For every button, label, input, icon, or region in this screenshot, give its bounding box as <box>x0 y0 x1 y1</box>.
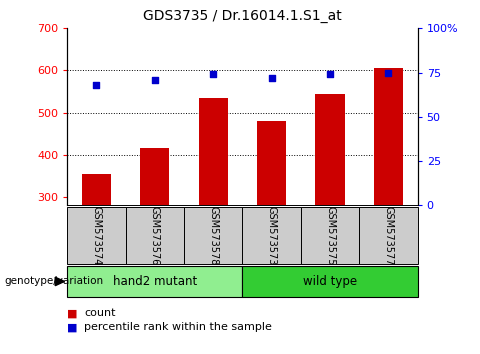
Bar <box>82 174 111 205</box>
Text: ■: ■ <box>67 308 78 318</box>
Text: count: count <box>84 308 116 318</box>
Text: wild type: wild type <box>303 275 357 288</box>
Bar <box>140 148 169 205</box>
Bar <box>315 94 345 205</box>
Point <box>268 75 276 81</box>
FancyBboxPatch shape <box>184 206 242 264</box>
Point <box>93 82 100 88</box>
FancyBboxPatch shape <box>242 266 418 297</box>
Text: GSM573577: GSM573577 <box>384 206 394 265</box>
Text: GSM573575: GSM573575 <box>325 206 335 265</box>
FancyBboxPatch shape <box>242 206 301 264</box>
Text: percentile rank within the sample: percentile rank within the sample <box>84 322 272 332</box>
FancyBboxPatch shape <box>301 206 359 264</box>
FancyBboxPatch shape <box>126 206 184 264</box>
FancyBboxPatch shape <box>67 206 126 264</box>
Title: GDS3735 / Dr.16014.1.S1_at: GDS3735 / Dr.16014.1.S1_at <box>143 9 342 23</box>
Text: genotype/variation: genotype/variation <box>5 276 104 286</box>
Text: GSM573576: GSM573576 <box>150 206 160 265</box>
Text: GSM573574: GSM573574 <box>91 206 101 265</box>
Text: GSM573573: GSM573573 <box>266 206 276 265</box>
Point <box>326 72 334 77</box>
FancyBboxPatch shape <box>67 266 242 297</box>
Bar <box>199 98 228 205</box>
Bar <box>257 121 286 205</box>
Point <box>151 77 158 82</box>
Bar <box>374 68 403 205</box>
Point <box>384 70 392 75</box>
FancyBboxPatch shape <box>359 206 418 264</box>
Text: hand2 mutant: hand2 mutant <box>113 275 197 288</box>
Point <box>209 72 217 77</box>
Text: ■: ■ <box>67 322 78 332</box>
Text: GSM573578: GSM573578 <box>208 206 218 265</box>
